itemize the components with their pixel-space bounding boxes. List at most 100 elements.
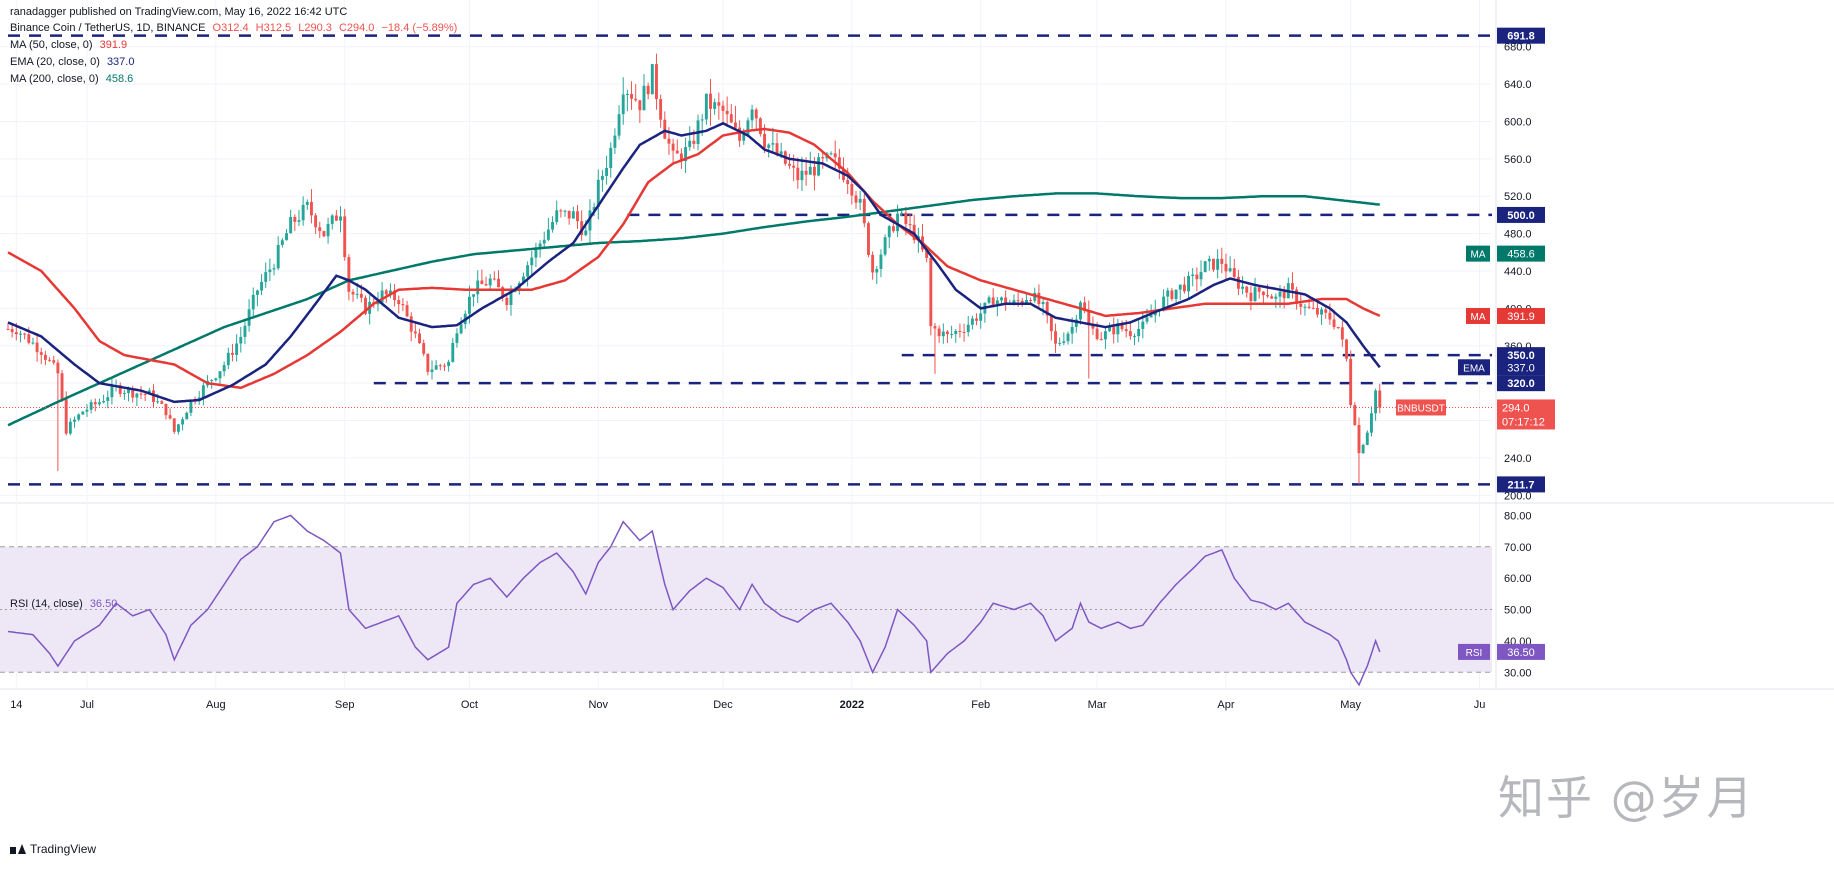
candle-body [393, 290, 397, 301]
candle [1374, 388, 1378, 421]
candle-body [567, 210, 571, 219]
candle [118, 382, 122, 397]
candle-body [1112, 327, 1116, 335]
candle-body [351, 291, 355, 295]
candle [858, 190, 862, 211]
candle-body [285, 233, 288, 241]
candle-body [409, 316, 413, 332]
candle-body [118, 385, 122, 394]
candle [609, 142, 613, 178]
candle-body [110, 386, 114, 398]
price-tag-name-bg [1458, 359, 1490, 376]
candle [1232, 258, 1236, 280]
candle-body [1245, 286, 1249, 293]
candle [1245, 285, 1249, 298]
candle [422, 339, 426, 357]
candle-body [546, 229, 550, 240]
candle [160, 399, 164, 405]
candle-body [1374, 390, 1378, 414]
ema20-value: 337.0 [106, 56, 135, 68]
candle-body [738, 127, 742, 141]
candle [368, 295, 372, 325]
level-tag-500.0: 500.0 [1497, 206, 1545, 223]
legend-rsi[interactable]: RSI (14, close) 36.50 [10, 598, 121, 610]
candle [1349, 350, 1353, 408]
candle [492, 271, 496, 281]
candle [455, 328, 459, 348]
candle [143, 392, 147, 402]
level-tag-211.7: 211.7 [1497, 476, 1545, 493]
level-tag-label: 350.0 [1507, 350, 1535, 362]
candle [758, 117, 762, 137]
candle [31, 337, 35, 345]
candle-body [1253, 287, 1257, 302]
candle-body [1029, 299, 1033, 301]
candle-body [1315, 307, 1319, 315]
candle-body [443, 365, 446, 367]
candle-body [1170, 290, 1174, 300]
legend-ma50[interactable]: MA (50, close, 0) 391.9 [10, 39, 131, 51]
candle [605, 155, 609, 185]
candle-body [289, 216, 293, 234]
candle [1249, 285, 1253, 311]
candle [987, 295, 991, 305]
symbol-legend[interactable]: Binance Coin / TetherUS, 1D, BINANCE O31… [10, 22, 461, 34]
candle-body [1054, 331, 1057, 344]
candle-body [185, 412, 189, 420]
x-tick-label: Oct [461, 699, 478, 711]
candle [401, 298, 405, 312]
candle [197, 391, 201, 405]
tradingview-label: TradingView [30, 842, 97, 856]
candle-body [925, 249, 929, 258]
candle-body [156, 401, 160, 403]
candle [551, 216, 555, 233]
rsi-label: RSI (14, close) [10, 598, 83, 610]
candle [1182, 276, 1186, 294]
legend-ma200[interactable]: MA (200, close, 0) 458.6 [10, 73, 137, 85]
candle-body [962, 331, 966, 333]
candle [1224, 253, 1228, 281]
candle-body [10, 329, 14, 333]
legend-ema20[interactable]: EMA (20, close, 0) 337.0 [10, 56, 138, 68]
candle-body [1236, 276, 1240, 289]
watermark-text: 知乎 @岁月 [1498, 771, 1755, 825]
candle [243, 320, 247, 345]
candle [172, 418, 176, 434]
candle-body [143, 393, 147, 395]
candle-body [1320, 309, 1324, 315]
candle [497, 270, 500, 288]
candle [854, 190, 858, 209]
candle [1261, 290, 1265, 305]
price-tag-value-bg [1497, 359, 1545, 376]
candle-body [725, 110, 729, 115]
candle-body [1116, 323, 1120, 335]
candle [958, 323, 962, 338]
candle [255, 289, 259, 307]
candle [488, 274, 492, 289]
candle-body [775, 143, 779, 155]
price-tag-name-bg [1466, 307, 1490, 324]
candle [621, 77, 625, 125]
candle [426, 353, 430, 376]
candle-body [1361, 444, 1365, 454]
tradingview-brand[interactable]: TradingView [10, 842, 96, 856]
candle-body [1299, 303, 1303, 307]
candle [176, 423, 180, 435]
candle-body [1074, 319, 1078, 327]
candle-body [276, 244, 280, 269]
ema20-line [7, 121, 1381, 404]
candle [534, 242, 538, 268]
candle-body [235, 343, 239, 355]
candle [85, 404, 89, 417]
candle [555, 200, 559, 225]
price-tag-name-bg [1396, 399, 1446, 416]
candle [1137, 320, 1141, 343]
candle [247, 299, 251, 332]
symbol-title[interactable]: Binance Coin / TetherUS, 1D, BINANCE [10, 22, 206, 34]
candle [808, 151, 812, 175]
candle-body [1274, 296, 1278, 299]
candle-body [347, 257, 351, 292]
candle [717, 92, 721, 120]
